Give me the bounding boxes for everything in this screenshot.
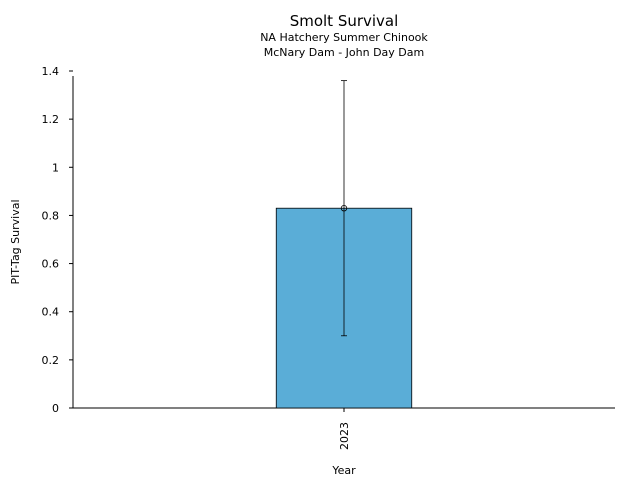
y-tick-label: 0.8 xyxy=(42,209,60,222)
y-tick-label: 1.4 xyxy=(42,65,60,78)
x-axis-label: Year xyxy=(331,464,356,477)
y-tick-label: 1.2 xyxy=(42,113,60,126)
y-tick-label: 0.6 xyxy=(42,258,60,271)
y-axis-label: PIT-Tag Survival xyxy=(9,199,22,284)
y-tick-label: 0.2 xyxy=(42,354,60,367)
chart-title: Smolt Survival xyxy=(289,12,399,30)
point-marker xyxy=(340,205,348,212)
chart-subtitle-line-2: McNary Dam - John Day Dam xyxy=(263,46,425,59)
y-tick-label: 1 xyxy=(52,161,59,174)
y-tick-label: 0.4 xyxy=(42,306,60,319)
chart-subtitle-line-1: NA Hatchery Summer Chinook xyxy=(260,31,428,44)
y-tick-label: 0 xyxy=(52,402,59,415)
x-tick-label: 2023 xyxy=(338,422,351,450)
